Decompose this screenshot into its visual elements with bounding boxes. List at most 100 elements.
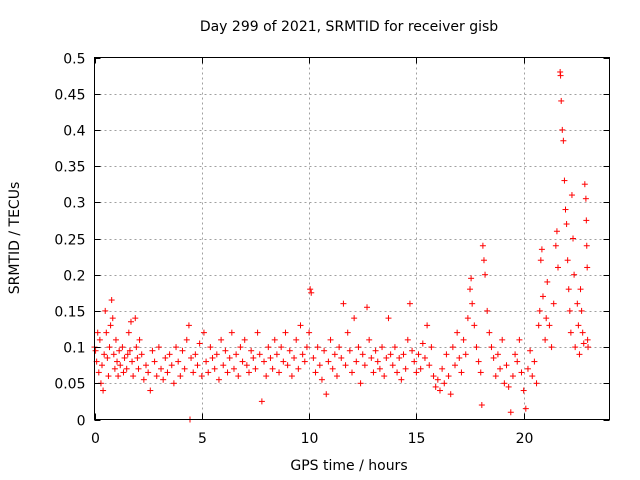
data-point	[394, 369, 401, 376]
data-point	[105, 373, 112, 380]
grid-layer	[94, 57, 610, 420]
data-point	[254, 329, 261, 336]
data-point	[445, 373, 452, 380]
data-point	[479, 242, 486, 249]
data-point	[252, 365, 259, 372]
data-point	[135, 365, 142, 372]
data-point	[269, 365, 276, 372]
data-point	[95, 369, 102, 376]
data-point	[505, 383, 512, 390]
data-point	[584, 336, 591, 343]
x-tick-label: 20	[516, 431, 534, 447]
data-point	[467, 286, 474, 293]
data-point	[177, 373, 184, 380]
chart-title: Day 299 of 2021, SRMTID for receiver gis…	[200, 19, 498, 35]
data-point	[562, 206, 569, 213]
y-tick-label: 0.3	[63, 196, 85, 212]
data-point	[194, 362, 201, 369]
data-point	[546, 322, 553, 329]
data-point	[280, 358, 287, 365]
data-point	[550, 300, 557, 307]
data-point	[271, 336, 278, 343]
data-point	[349, 369, 355, 376]
data-point	[477, 369, 484, 376]
data-point	[323, 391, 330, 398]
data-point	[368, 354, 375, 361]
data-point	[559, 126, 566, 133]
data-point	[430, 373, 437, 380]
data-point	[560, 137, 567, 144]
data-point	[207, 344, 214, 351]
data-point	[233, 351, 240, 358]
data-point	[243, 362, 250, 369]
data-point	[239, 358, 246, 365]
data-point	[576, 351, 583, 358]
data-point	[557, 72, 564, 79]
data-point	[224, 369, 231, 376]
data-point	[507, 409, 514, 416]
data-point	[449, 344, 456, 351]
data-point	[486, 329, 493, 336]
data-point	[116, 347, 123, 354]
data-point	[421, 354, 428, 361]
data-point	[200, 329, 207, 336]
data-point	[222, 347, 229, 354]
data-point	[291, 354, 298, 361]
data-point	[417, 365, 424, 372]
data-point	[308, 289, 315, 296]
data-point	[539, 293, 546, 300]
x-tick-label: 10	[301, 431, 319, 447]
data-point	[509, 373, 516, 380]
data-point	[553, 228, 560, 235]
data-point	[563, 221, 570, 228]
data-point	[351, 315, 358, 322]
data-point	[209, 354, 216, 361]
data-point	[218, 336, 225, 343]
data-point	[100, 387, 107, 394]
data-point	[439, 365, 446, 372]
data-point	[464, 315, 471, 322]
data-point	[568, 192, 575, 199]
data-point	[303, 344, 310, 351]
data-point	[230, 365, 237, 372]
data-point	[583, 242, 590, 249]
data-point	[306, 329, 313, 336]
data-point	[578, 307, 585, 314]
data-point	[94, 329, 101, 336]
data-point	[138, 351, 145, 358]
data-point	[494, 351, 501, 358]
data-point	[226, 354, 233, 361]
data-point	[196, 340, 203, 347]
data-point	[565, 286, 572, 293]
data-point	[185, 322, 192, 329]
data-point	[529, 373, 536, 380]
data-point	[558, 97, 565, 104]
data-point	[162, 354, 169, 361]
data-point	[575, 322, 582, 329]
data-point	[124, 351, 131, 358]
data-point	[278, 344, 285, 351]
y-tick-label: 0.2	[63, 269, 85, 285]
data-point	[151, 358, 158, 365]
data-point	[126, 347, 133, 354]
data-point	[166, 351, 173, 358]
data-point	[107, 322, 114, 329]
data-point	[552, 242, 559, 249]
data-point	[361, 362, 368, 369]
data-point	[183, 336, 190, 343]
data-point	[585, 344, 592, 351]
data-point	[160, 376, 167, 383]
data-point	[108, 297, 115, 304]
data-point	[460, 336, 467, 343]
data-point	[299, 351, 306, 358]
data-point	[316, 362, 323, 369]
data-point	[211, 365, 218, 372]
data-point	[147, 387, 154, 394]
data-point	[286, 347, 293, 354]
data-point	[376, 365, 383, 372]
x-tick-label: 15	[408, 431, 426, 447]
data-point	[564, 257, 571, 264]
data-point	[149, 347, 156, 354]
data-point	[101, 351, 108, 358]
data-point	[522, 405, 529, 412]
